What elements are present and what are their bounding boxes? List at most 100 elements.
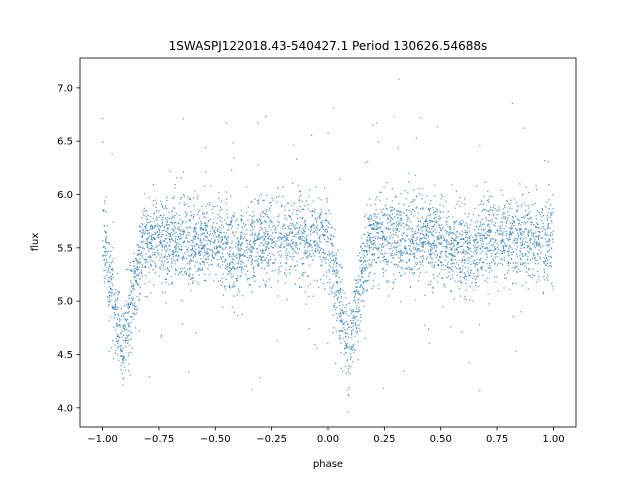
data-point <box>414 299 416 301</box>
data-point <box>383 258 386 261</box>
data-point <box>326 228 328 231</box>
data-point <box>434 253 436 255</box>
data-point <box>396 228 399 230</box>
data-point <box>259 377 262 379</box>
data-point <box>349 365 352 368</box>
data-point <box>183 195 186 197</box>
data-point <box>438 242 441 244</box>
data-point <box>223 236 226 239</box>
data-point <box>129 334 131 336</box>
data-point <box>172 239 174 242</box>
data-point <box>344 306 346 309</box>
data-point <box>185 234 188 236</box>
data-point <box>127 334 130 336</box>
data-point <box>455 248 458 250</box>
data-point <box>119 332 122 334</box>
data-point <box>127 330 129 332</box>
data-point <box>110 262 113 264</box>
data-point <box>389 215 391 217</box>
data-point <box>266 265 268 267</box>
data-point <box>502 212 504 214</box>
data-point <box>510 233 512 236</box>
data-point <box>380 237 382 239</box>
data-point <box>256 235 258 237</box>
data-point <box>208 234 210 236</box>
data-point <box>249 214 251 216</box>
data-point <box>203 212 205 215</box>
data-point <box>188 261 191 263</box>
data-point <box>331 245 334 247</box>
data-point <box>434 261 437 263</box>
data-point <box>287 243 290 245</box>
data-point <box>415 207 417 209</box>
data-point <box>436 223 438 225</box>
data-point <box>443 238 446 240</box>
data-point <box>335 265 337 267</box>
data-point <box>552 208 554 210</box>
data-point <box>406 210 408 212</box>
data-point <box>354 279 356 281</box>
data-point <box>491 218 493 221</box>
data-point <box>548 199 550 201</box>
data-point <box>539 245 541 248</box>
data-point <box>496 209 498 211</box>
data-point <box>299 243 301 245</box>
data-point <box>459 222 462 224</box>
data-point <box>245 273 247 276</box>
data-point <box>291 232 293 234</box>
data-point <box>192 249 195 252</box>
data-point <box>434 241 436 243</box>
data-point <box>160 334 163 337</box>
data-point <box>154 254 156 256</box>
data-point <box>146 261 148 263</box>
data-point <box>267 260 270 262</box>
data-point <box>538 275 540 278</box>
data-point <box>207 262 209 264</box>
data-point <box>475 247 478 249</box>
data-point <box>154 251 156 254</box>
data-point <box>204 235 206 237</box>
data-point <box>117 308 119 310</box>
data-point <box>211 232 214 235</box>
data-point <box>397 236 399 238</box>
data-point <box>240 267 243 269</box>
data-point <box>297 184 299 187</box>
data-point <box>464 274 467 276</box>
data-point <box>380 252 382 255</box>
data-point <box>502 240 504 242</box>
data-point <box>488 223 490 225</box>
data-point <box>218 191 220 194</box>
data-point <box>106 274 108 276</box>
data-point <box>221 208 223 211</box>
data-point <box>506 219 508 221</box>
data-point <box>416 243 418 245</box>
data-point <box>448 234 450 236</box>
data-point <box>192 280 194 282</box>
data-point <box>134 309 136 311</box>
data-point <box>450 259 452 261</box>
data-point <box>421 249 424 252</box>
data-point <box>524 253 526 255</box>
data-point <box>195 332 197 334</box>
data-point <box>153 227 155 229</box>
data-point <box>339 319 342 322</box>
data-point <box>450 237 452 239</box>
data-point <box>493 238 495 240</box>
data-point <box>551 214 553 217</box>
data-point <box>400 258 402 261</box>
data-point <box>200 224 202 226</box>
data-point <box>299 205 301 208</box>
data-point <box>300 194 302 196</box>
data-point <box>389 219 392 222</box>
data-point <box>285 243 288 245</box>
data-point <box>252 258 254 260</box>
data-point <box>359 246 362 248</box>
data-point <box>174 238 177 240</box>
data-point <box>219 251 221 253</box>
data-point <box>265 249 267 251</box>
data-point <box>451 237 454 240</box>
data-point <box>539 243 541 245</box>
data-point <box>232 276 234 278</box>
data-point <box>497 262 499 264</box>
data-point <box>116 333 118 336</box>
